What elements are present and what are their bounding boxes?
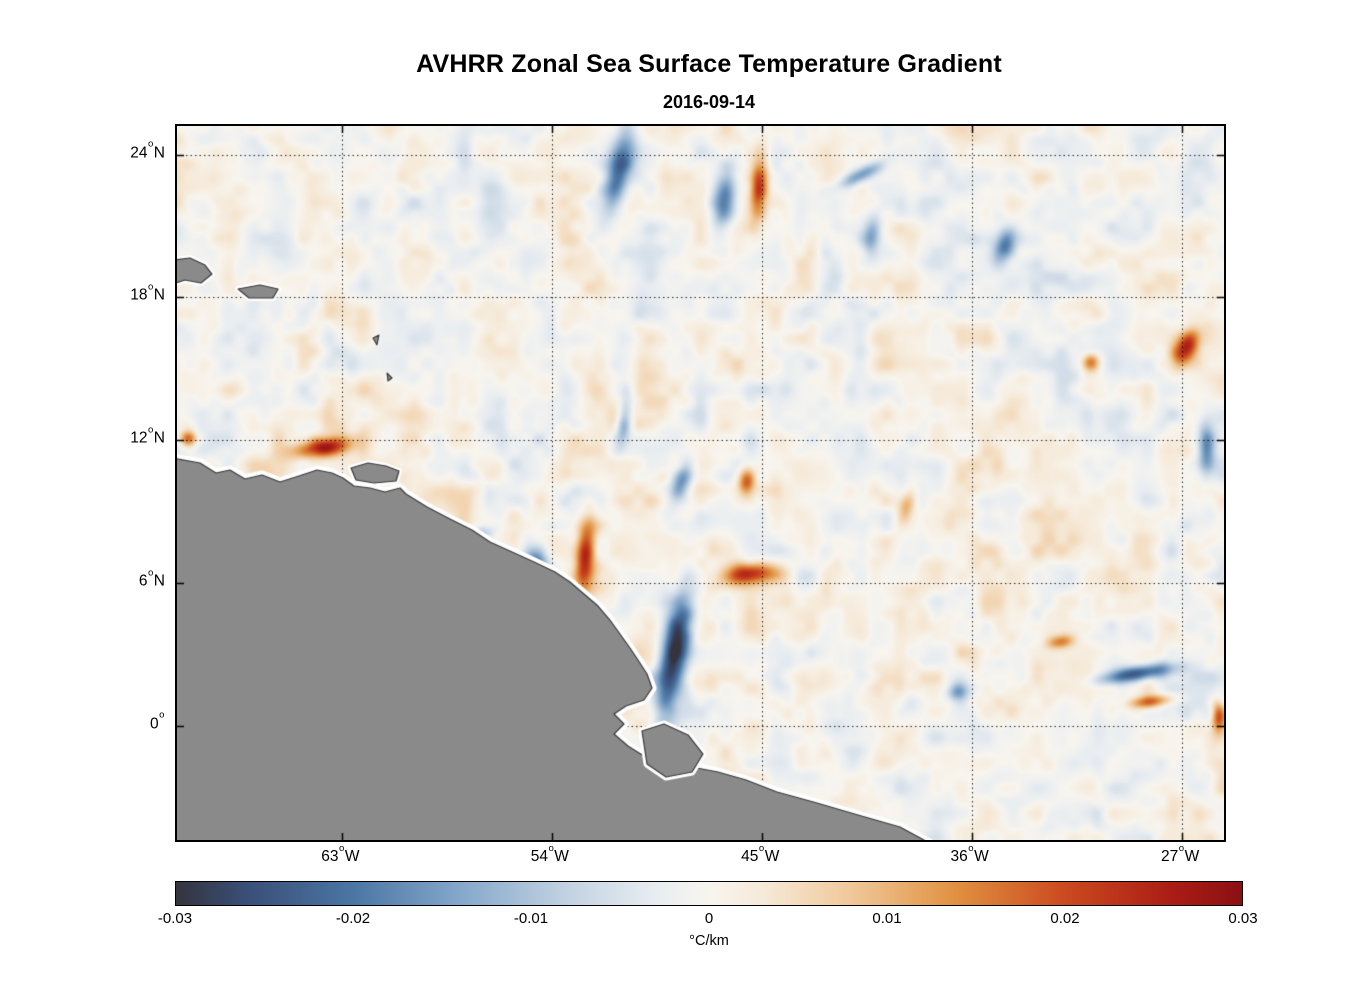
degree-symbol: o xyxy=(339,842,345,854)
colorbar-tick-labels: -0.03 -0.02 -0.01 0 0.01 0.02 0.03 xyxy=(158,910,1258,930)
y-tick-label: 18oN xyxy=(130,281,165,304)
degree-symbol: o xyxy=(147,138,154,150)
colorbar-tick-label: 0.02 xyxy=(1050,910,1080,927)
colorbar-tick-label: 0.03 xyxy=(1228,910,1258,927)
degree-symbol: o xyxy=(147,281,154,293)
sst-gradient-field-canvas xyxy=(177,126,1224,840)
colorbar-tick-label: 0 xyxy=(704,910,714,927)
map-plot-area xyxy=(175,124,1226,842)
x-tick-label: 45oW xyxy=(741,842,780,866)
x-tick-label: 54oW xyxy=(530,842,569,866)
y-tick-label: 24oN xyxy=(130,138,165,162)
x-tick-label: 63oW xyxy=(321,842,360,866)
colorbar xyxy=(175,881,1243,906)
degree-symbol: o xyxy=(1178,842,1185,854)
y-tick-label: 6oN xyxy=(138,567,165,590)
degree-symbol: o xyxy=(147,424,154,436)
y-axis: 24oN 18oN 12oN 6oN 0o xyxy=(0,124,167,838)
colorbar-tick-label: -0.02 xyxy=(335,910,371,927)
x-tick-label: 27oW xyxy=(1160,842,1200,866)
colorbar-unit-label: °C/km xyxy=(689,933,729,949)
y-tick-label: 0o xyxy=(150,709,165,733)
y-tick-label: 12oN xyxy=(130,424,165,447)
degree-symbol: o xyxy=(548,842,554,854)
x-axis: 63oW 54oW 45oW 36oW 27oW xyxy=(175,840,1222,874)
x-tick-label: 36oW xyxy=(950,842,989,866)
degree-symbol: o xyxy=(758,842,765,854)
colorbar-tick-label: -0.01 xyxy=(513,910,549,927)
degree-symbol: o xyxy=(968,842,974,854)
colorbar-tick-label: -0.03 xyxy=(157,910,193,927)
figure-date-subtitle: 2016-09-14 xyxy=(662,92,756,112)
colorbar-tick-label: 0.01 xyxy=(872,910,902,927)
figure-title: AVHRR Zonal Sea Surface Temperature Grad… xyxy=(416,50,1002,78)
degree-symbol: o xyxy=(147,567,154,579)
degree-symbol: o xyxy=(159,709,165,721)
